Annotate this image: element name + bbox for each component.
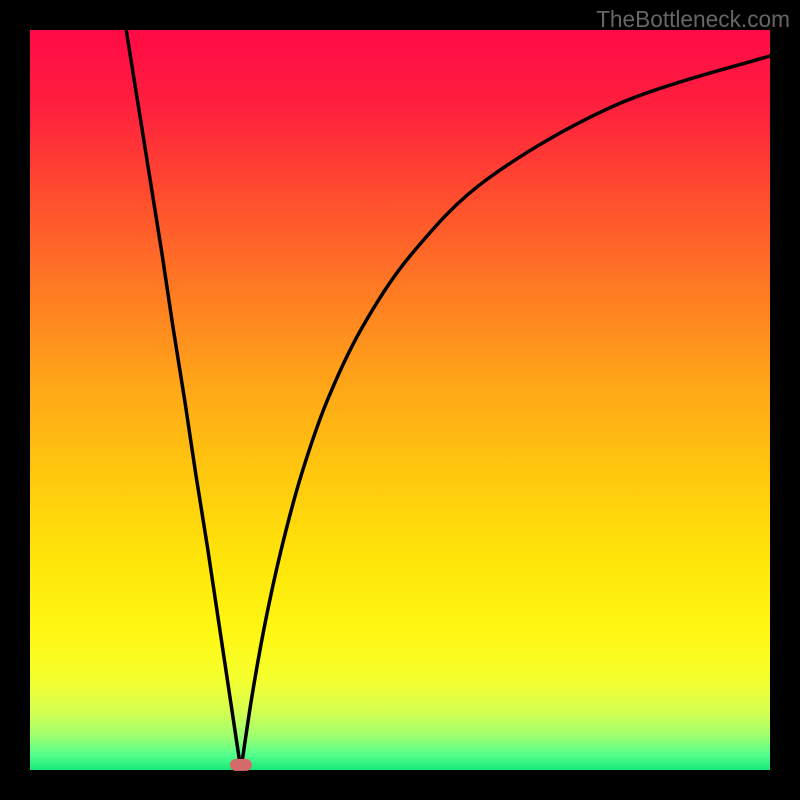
cusp-marker bbox=[230, 759, 252, 771]
plot-background bbox=[30, 30, 770, 770]
chart-container: TheBottleneck.com bbox=[0, 0, 800, 800]
bottleneck-curve-chart bbox=[0, 0, 800, 800]
attribution-label: TheBottleneck.com bbox=[596, 6, 790, 33]
